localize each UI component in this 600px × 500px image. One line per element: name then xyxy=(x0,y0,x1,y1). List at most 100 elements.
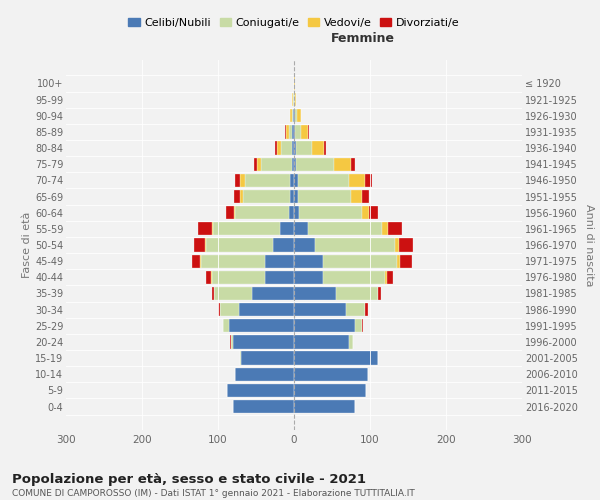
Bar xyxy=(308,222,382,235)
Bar xyxy=(245,174,290,187)
Bar xyxy=(296,158,334,171)
Bar xyxy=(200,254,265,268)
Bar xyxy=(292,93,293,106)
Bar xyxy=(294,222,308,235)
Bar xyxy=(369,206,379,220)
Bar xyxy=(362,319,363,332)
Text: Femmine: Femmine xyxy=(331,32,394,45)
Bar xyxy=(294,319,355,332)
Bar xyxy=(212,287,214,300)
Bar xyxy=(223,319,229,332)
Bar xyxy=(293,93,294,106)
Bar xyxy=(220,303,239,316)
Bar xyxy=(395,238,399,252)
Bar xyxy=(308,126,309,138)
Bar xyxy=(281,142,292,154)
Bar xyxy=(346,303,365,316)
Bar xyxy=(252,287,294,300)
Bar xyxy=(240,190,243,203)
Bar xyxy=(295,126,301,138)
Bar xyxy=(399,238,413,252)
Bar xyxy=(294,126,295,138)
Bar xyxy=(298,174,349,187)
Bar xyxy=(292,126,294,138)
Bar xyxy=(294,270,323,284)
Bar xyxy=(362,190,369,203)
Bar xyxy=(241,352,294,364)
Bar xyxy=(299,206,362,220)
Bar xyxy=(234,206,235,220)
Bar xyxy=(294,77,295,90)
Bar xyxy=(349,336,353,348)
Bar xyxy=(379,287,380,300)
Bar xyxy=(212,222,214,235)
Bar xyxy=(290,109,292,122)
Bar xyxy=(312,142,323,154)
Bar xyxy=(351,158,355,171)
Bar xyxy=(294,287,336,300)
Bar xyxy=(294,206,299,220)
Bar xyxy=(235,174,240,187)
Bar xyxy=(214,287,252,300)
Bar xyxy=(294,352,377,364)
Bar xyxy=(231,336,233,348)
Bar xyxy=(294,238,315,252)
Bar xyxy=(377,287,379,300)
Bar xyxy=(206,238,273,252)
Bar xyxy=(365,303,368,316)
Bar xyxy=(382,222,388,235)
Bar xyxy=(289,206,294,220)
Bar xyxy=(235,206,289,220)
Bar xyxy=(290,190,294,203)
Bar xyxy=(294,303,346,316)
Bar xyxy=(295,109,297,122)
Bar xyxy=(194,238,205,252)
Bar xyxy=(211,270,212,284)
Bar xyxy=(277,142,281,154)
Bar xyxy=(294,368,368,381)
Bar xyxy=(265,270,294,284)
Bar xyxy=(292,109,293,122)
Bar xyxy=(230,336,231,348)
Bar xyxy=(323,270,385,284)
Bar xyxy=(323,254,397,268)
Bar xyxy=(275,142,277,154)
Y-axis label: Fasce di età: Fasce di età xyxy=(22,212,32,278)
Bar xyxy=(297,109,301,122)
Bar xyxy=(294,190,298,203)
Bar xyxy=(315,238,395,252)
Bar xyxy=(298,190,351,203)
Bar xyxy=(285,126,286,138)
Bar xyxy=(198,222,212,235)
Bar xyxy=(397,254,400,268)
Bar xyxy=(294,174,298,187)
Bar xyxy=(296,142,312,154)
Bar xyxy=(229,319,294,332)
Bar xyxy=(294,336,349,348)
Bar xyxy=(233,336,294,348)
Bar xyxy=(206,270,211,284)
Bar xyxy=(294,142,296,154)
Bar xyxy=(205,238,206,252)
Text: COMUNE DI CAMPOROSSO (IM) - Dati ISTAT 1° gennaio 2021 - Elaborazione TUTTITALIA: COMUNE DI CAMPOROSSO (IM) - Dati ISTAT 1… xyxy=(12,489,415,498)
Bar xyxy=(212,270,265,284)
Bar xyxy=(226,206,234,220)
Bar xyxy=(240,352,241,364)
Bar xyxy=(336,287,377,300)
Bar xyxy=(355,319,362,332)
Bar xyxy=(192,254,200,268)
Bar xyxy=(239,303,294,316)
Bar xyxy=(323,142,326,154)
Bar xyxy=(290,174,294,187)
Bar xyxy=(388,222,402,235)
Bar xyxy=(362,206,369,220)
Bar xyxy=(235,368,294,381)
Bar xyxy=(294,93,295,106)
Bar xyxy=(227,384,294,397)
Bar xyxy=(218,303,220,316)
Bar xyxy=(243,190,290,203)
Y-axis label: Anni di nascita: Anni di nascita xyxy=(584,204,595,286)
Bar xyxy=(349,174,365,187)
Bar xyxy=(351,190,362,203)
Bar xyxy=(233,400,294,413)
